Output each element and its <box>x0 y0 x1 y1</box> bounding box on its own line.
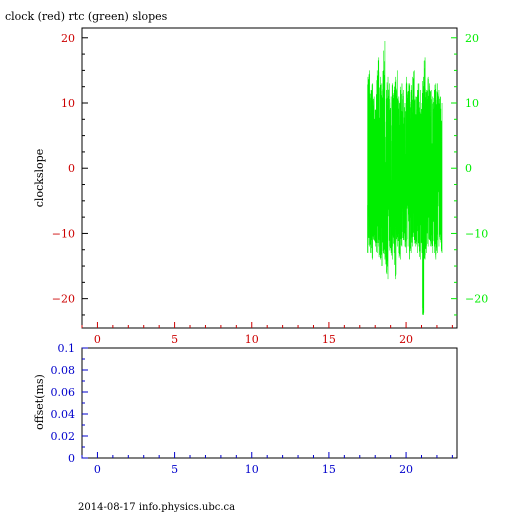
bottom-y-tick-label: 0.06 <box>51 386 76 399</box>
bottom-x-tick-label: 20 <box>399 463 413 476</box>
bottom-x-tick-label: 15 <box>322 463 336 476</box>
left-tick-label: −10 <box>52 227 75 240</box>
left-tick-label: 20 <box>61 32 75 45</box>
bottom-y-tick-label: 0.08 <box>51 364 76 377</box>
right-tick-label: 10 <box>465 97 479 110</box>
top-y-axis-label: clockslope <box>33 149 46 207</box>
top-x-tick-label: 10 <box>245 333 259 346</box>
bottom-y-tick-label: 0.02 <box>51 430 76 443</box>
bottom-panel: 0 0.02 0.04 0.06 0.08 0.1 0 5 10 15 20 offset(ms) <box>33 342 458 476</box>
bottom-panel-frame <box>81 347 458 459</box>
bottom-y-tick-label: 0 <box>68 452 75 465</box>
top-x-tick-label: 15 <box>322 333 336 346</box>
bottom-y-tick-label: 0.1 <box>58 342 76 355</box>
top-left-ticks: −20 −10 0 10 20 <box>52 32 88 316</box>
chart-title: clock (red) rtc (green) slopes <box>5 10 168 23</box>
top-panel-frame <box>81 27 458 329</box>
left-tick-label: 0 <box>68 162 75 175</box>
bottom-y-axis-label: offset(ms) <box>33 374 46 430</box>
bottom-x-tick-label: 0 <box>94 463 101 476</box>
bottom-x-tick-label: 5 <box>171 463 178 476</box>
footer-text: 2014-08-17 info.physics.ubc.ca <box>78 502 235 512</box>
top-x-ticks: 0 5 10 15 20 <box>81 322 453 346</box>
top-x-tick-label: 0 <box>94 333 101 346</box>
right-tick-label: −10 <box>465 227 488 240</box>
left-tick-label: −20 <box>52 293 75 306</box>
top-panel: −20 −10 0 10 20 −20 −10 0 10 20 0 5 10 15 20 clocksl… <box>33 27 488 346</box>
top-series <box>367 41 443 315</box>
top-x-tick-label: 20 <box>399 333 413 346</box>
bottom-y-ticks: 0 0.02 0.04 0.06 0.08 0.1 <box>51 342 88 465</box>
right-tick-label: 20 <box>465 32 479 45</box>
green-series-line <box>367 41 443 315</box>
top-x-tick-label: 5 <box>171 333 178 346</box>
bottom-y-tick-label: 0.04 <box>51 408 76 421</box>
right-tick-label: 0 <box>465 162 472 175</box>
bottom-x-ticks: 0 5 10 15 20 <box>81 452 453 476</box>
right-tick-label: −20 <box>465 293 488 306</box>
left-tick-label: 10 <box>61 97 75 110</box>
bottom-x-tick-label: 10 <box>245 463 259 476</box>
top-right-ticks: −20 −10 0 10 20 <box>451 32 488 316</box>
